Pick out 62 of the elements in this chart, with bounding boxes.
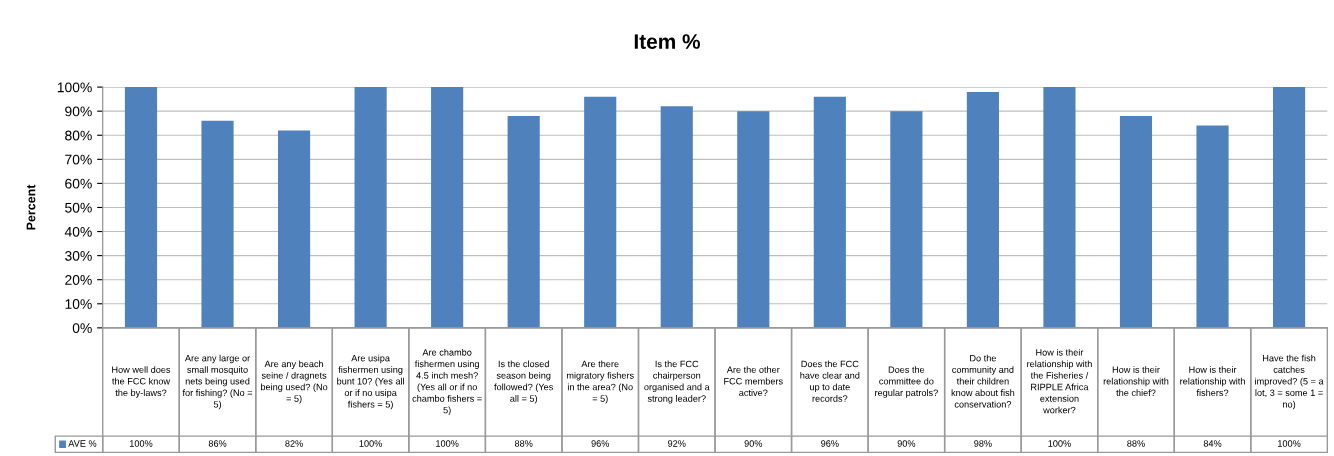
- chart-title: Item %: [634, 34, 701, 49]
- x-tick-label: Are chambo fishermen using 4.5 inch mesh? (Yes all or if no chambo fishers = 5): [412, 348, 482, 416]
- y-tick-label: 70%: [65, 154, 92, 165]
- legend-label: AVE %: [68, 440, 97, 447]
- x-tick-label: Do the community and their children know about fish conservation?: [951, 354, 1015, 408]
- x-tick-label: Are any beach seine / dragnets being used? (No = 5): [261, 360, 328, 404]
- bar: [584, 96, 617, 328]
- x-tick-label: How is their relationship with the chief?: [1103, 366, 1169, 397]
- y-tick-label: 20%: [65, 275, 92, 285]
- bar: [737, 111, 770, 328]
- y-tick-label: 0%: [72, 323, 92, 334]
- x-tick-label: Are the other FCC members active?: [724, 366, 783, 397]
- bar: [966, 91, 999, 328]
- data-label: 86%: [208, 440, 227, 447]
- data-label: 100%: [129, 440, 153, 447]
- y-tick-label: 50%: [65, 202, 92, 213]
- bar: [124, 87, 158, 328]
- y-axis-title: Percent: [26, 184, 36, 230]
- x-tick-label: Is the closed season being followed? (Yes all = 5): [494, 360, 553, 404]
- data-label: 96%: [821, 440, 839, 447]
- bar: [507, 115, 540, 328]
- x-tick-label: How well does the FCC know the by-laws?: [112, 366, 171, 398]
- x-tick-label: Does the committee do regular patrols?: [875, 366, 938, 398]
- bar: [660, 106, 693, 328]
- data-label: 100%: [1278, 440, 1301, 447]
- y-tick-label: 10%: [65, 299, 92, 309]
- data-label: 88%: [1127, 440, 1145, 447]
- bar: [201, 120, 234, 328]
- bar: [277, 130, 311, 328]
- bar: [1196, 125, 1229, 328]
- x-tick-label: Is the FCC chairperson organised and a strong leader?: [644, 360, 710, 404]
- bar: [431, 87, 464, 328]
- data-label: 100%: [436, 440, 459, 447]
- x-tick-label: Does the FCC have clear and up to date records?: [800, 360, 860, 402]
- data-label: 96%: [591, 440, 610, 447]
- data-label: 98%: [974, 440, 992, 447]
- y-tick-label: 100%: [57, 82, 92, 93]
- data-label: 92%: [668, 440, 686, 447]
- data-label: 100%: [359, 440, 382, 447]
- y-tick-label: 30%: [65, 250, 92, 261]
- x-tick-label: How is their relationship with fishers?: [1180, 366, 1245, 397]
- y-tick-label: 90%: [65, 106, 92, 117]
- y-tick-label: 80%: [65, 130, 92, 141]
- bar: [1119, 115, 1153, 328]
- data-label: 84%: [1203, 440, 1222, 447]
- data-label: 88%: [514, 440, 533, 447]
- data-label: 90%: [897, 440, 916, 447]
- bar: [354, 87, 387, 328]
- x-tick-label: Have the fish catches improved? (5 = a lot, 3 = some 1 = no): [1255, 354, 1324, 410]
- x-tick-label: Are there migratory fishers in the area? (No = 5): [566, 360, 634, 404]
- x-tick-label: Are any large or small mosquito nets being used for fishing? (No = 5): [182, 354, 253, 410]
- bar: [890, 111, 923, 328]
- x-tick-label: Are usipa fishermen using bunt 10? (Yes all or if no usipa fishers = 5): [337, 354, 404, 410]
- y-tick-label: 40%: [64, 226, 92, 237]
- data-label: 82%: [285, 440, 303, 447]
- data-label: 90%: [744, 440, 763, 447]
- bar: [1272, 87, 1306, 328]
- x-tick-label: How is their relationship with the Fisheries / RIPPLE Africa extension worker?: [1027, 348, 1092, 414]
- bar: [1043, 87, 1076, 328]
- bar: [813, 96, 846, 328]
- y-tick-label: 60%: [65, 178, 92, 189]
- data-label: 100%: [1048, 440, 1071, 447]
